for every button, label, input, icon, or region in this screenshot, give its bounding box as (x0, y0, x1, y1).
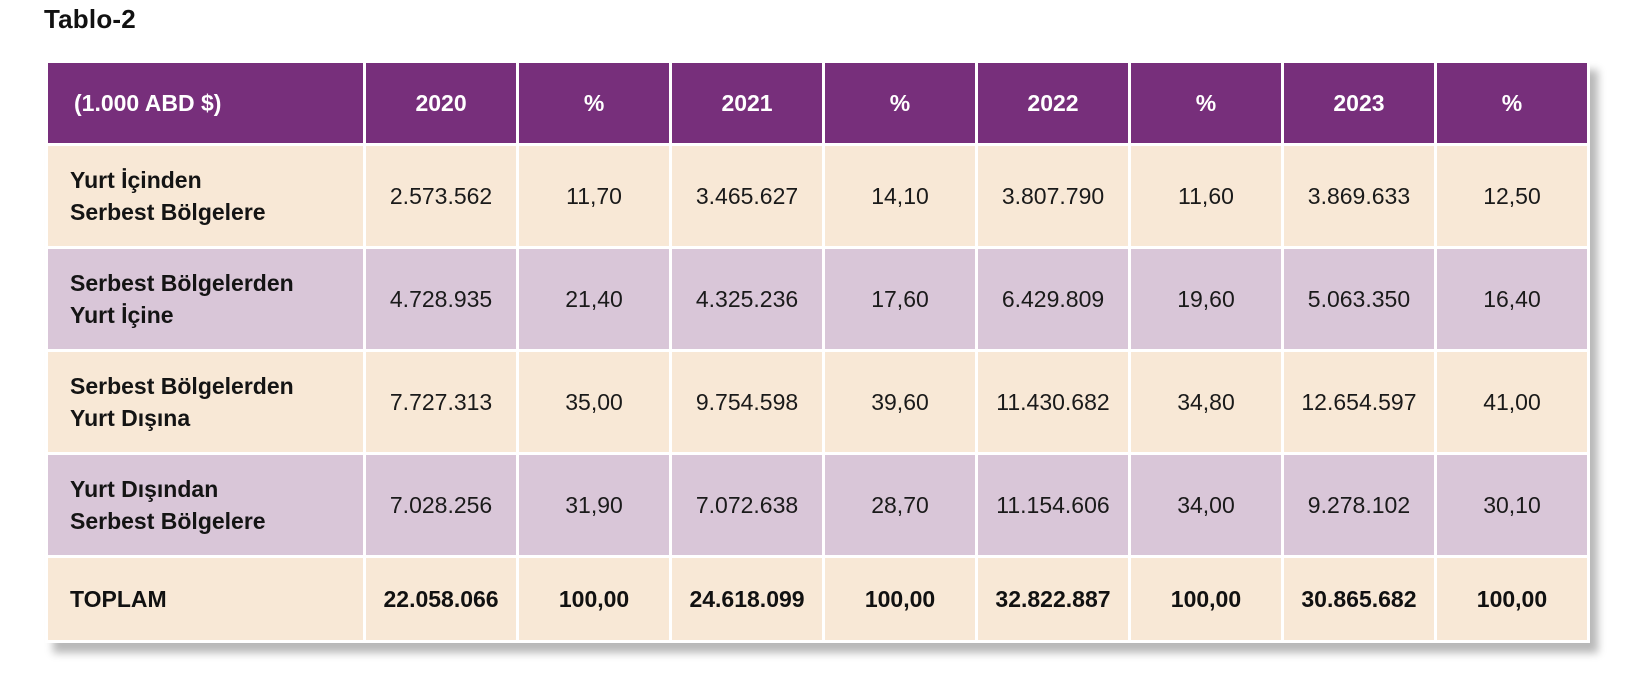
table-cell: 7.028.256 (363, 452, 520, 558)
table-cell: 3.465.627 (669, 143, 826, 249)
total-cell: 100,00 (822, 555, 978, 643)
table-row: Serbest Bölgelerden Yurt İçine 4.728.935 … (44, 246, 1591, 352)
total-row: TOPLAM 22.058.066 100,00 24.618.099 100,… (44, 555, 1591, 643)
table-cell: 12.654.597 (1280, 349, 1437, 455)
row-label-line: Serbest Bölgelere (70, 199, 266, 225)
row-label-line: Serbest Bölgelerden (70, 373, 294, 399)
row-label-line: Yurt Dışından (70, 476, 219, 502)
total-cell: 100,00 (516, 555, 673, 643)
total-cell: 24.618.099 (669, 555, 826, 643)
column-header-2021: 2021 (669, 60, 826, 146)
table-cell: 3.869.633 (1280, 143, 1437, 249)
table-cell: 39,60 (822, 349, 978, 455)
total-cell: 100,00 (1433, 555, 1591, 643)
total-cell: 100,00 (1127, 555, 1284, 643)
column-header-2022: 2022 (975, 60, 1131, 146)
table-cell: 30,10 (1433, 452, 1591, 558)
table-cell: 2.573.562 (363, 143, 520, 249)
table-cell: 5.063.350 (1280, 246, 1437, 352)
table-cell: 35,00 (516, 349, 673, 455)
table-cell: 4.728.935 (363, 246, 520, 352)
data-table-container: (1.000 ABD $) 2020 % 2021 % 2022 % 2023 … (44, 60, 1591, 643)
table-cell: 31,90 (516, 452, 673, 558)
table-row: Yurt İçinden Serbest Bölgelere 2.573.562 … (44, 143, 1591, 249)
table-cell: 34,80 (1127, 349, 1284, 455)
table-cell: 16,40 (1433, 246, 1591, 352)
table-cell: 19,60 (1127, 246, 1284, 352)
column-header-pct-2023: % (1433, 60, 1591, 146)
table-cell: 11.430.682 (975, 349, 1131, 455)
total-cell: 30.865.682 (1280, 555, 1437, 643)
row-label-line: Yurt Dışına (70, 405, 191, 431)
table-cell: 34,00 (1127, 452, 1284, 558)
row-label-line: Yurt İçinden (70, 167, 202, 193)
table-cell: 7.072.638 (669, 452, 826, 558)
total-cell: 22.058.066 (363, 555, 520, 643)
table-cell: 11,70 (516, 143, 673, 249)
table-row: Yurt Dışından Serbest Bölgelere 7.028.256… (44, 452, 1591, 558)
table-cell: 7.727.313 (363, 349, 520, 455)
total-cell: 32.822.887 (975, 555, 1131, 643)
table-row: Serbest Bölgelerden Yurt Dışına 7.727.313… (44, 349, 1591, 455)
table-cell: 41,00 (1433, 349, 1591, 455)
table-cell: 28,70 (822, 452, 978, 558)
column-header-2020: 2020 (363, 60, 520, 146)
column-header-pct-2020: % (516, 60, 673, 146)
row-label: Yurt İçinden Serbest Bölgelere (44, 143, 367, 249)
row-label: Serbest Bölgelerden Yurt Dışına (44, 349, 367, 455)
total-label: TOPLAM (44, 555, 367, 643)
row-label-line: Serbest Bölgelerden (70, 270, 294, 296)
table-cell: 14,10 (822, 143, 978, 249)
table-cell: 21,40 (516, 246, 673, 352)
trade-volume-table: (1.000 ABD $) 2020 % 2021 % 2022 % 2023 … (44, 60, 1591, 643)
column-header-2023: 2023 (1280, 60, 1437, 146)
row-label: Yurt Dışından Serbest Bölgelere (44, 452, 367, 558)
row-label-line: Yurt İçine (70, 302, 174, 328)
column-header-pct-2021: % (822, 60, 978, 146)
table-cell: 4.325.236 (669, 246, 826, 352)
table-cell: 17,60 (822, 246, 978, 352)
row-label-line: Serbest Bölgelere (70, 508, 266, 534)
unit-header: (1.000 ABD $) (44, 60, 367, 146)
table-cell: 11.154.606 (975, 452, 1131, 558)
table-header-row: (1.000 ABD $) 2020 % 2021 % 2022 % 2023 … (44, 60, 1591, 146)
row-label: Serbest Bölgelerden Yurt İçine (44, 246, 367, 352)
table-cell: 9.278.102 (1280, 452, 1437, 558)
table-cell: 9.754.598 (669, 349, 826, 455)
table-cell: 12,50 (1433, 143, 1591, 249)
column-header-pct-2022: % (1127, 60, 1284, 146)
table-cell: 11,60 (1127, 143, 1284, 249)
table-title: Tablo-2 (44, 4, 136, 34)
table-cell: 6.429.809 (975, 246, 1131, 352)
table-cell: 3.807.790 (975, 143, 1131, 249)
